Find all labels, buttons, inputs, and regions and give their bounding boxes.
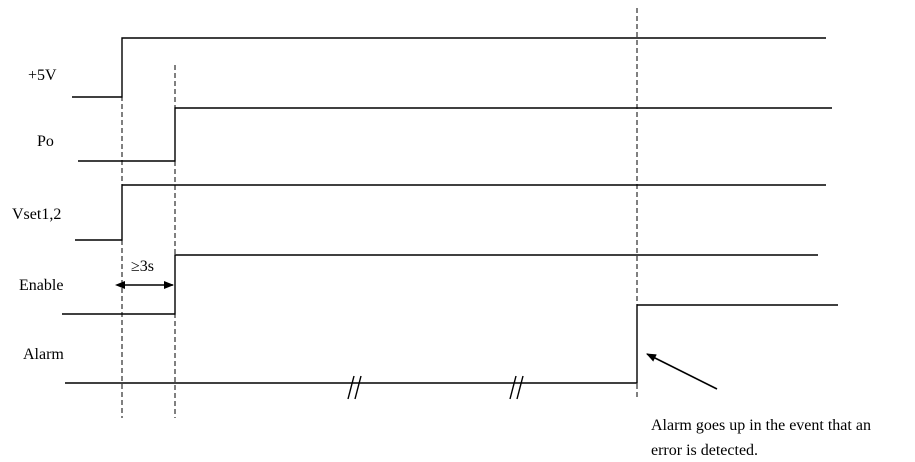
waveform-enable (62, 254, 818, 315)
waveform-vset (75, 184, 826, 241)
alarm-callout-arrow (646, 353, 718, 390)
annotation-line-2: error is detected. (651, 442, 758, 459)
signal-label-enable: Enable (19, 277, 63, 294)
signal-label-vset: Vset1,2 (12, 206, 61, 223)
time-break-mark (509, 375, 524, 400)
waveform-po (78, 107, 832, 162)
annotation-line-1: Alarm goes up in the event that an (651, 417, 871, 434)
signal-label-po: Po (37, 133, 54, 150)
waveform-5v (72, 37, 826, 98)
signal-label-5v: +5V (28, 67, 57, 84)
waveform-alarm (65, 304, 838, 384)
signal-label-alarm: Alarm (23, 346, 64, 363)
delay-label: ≥3s (131, 258, 154, 275)
time-break-mark (347, 375, 362, 400)
